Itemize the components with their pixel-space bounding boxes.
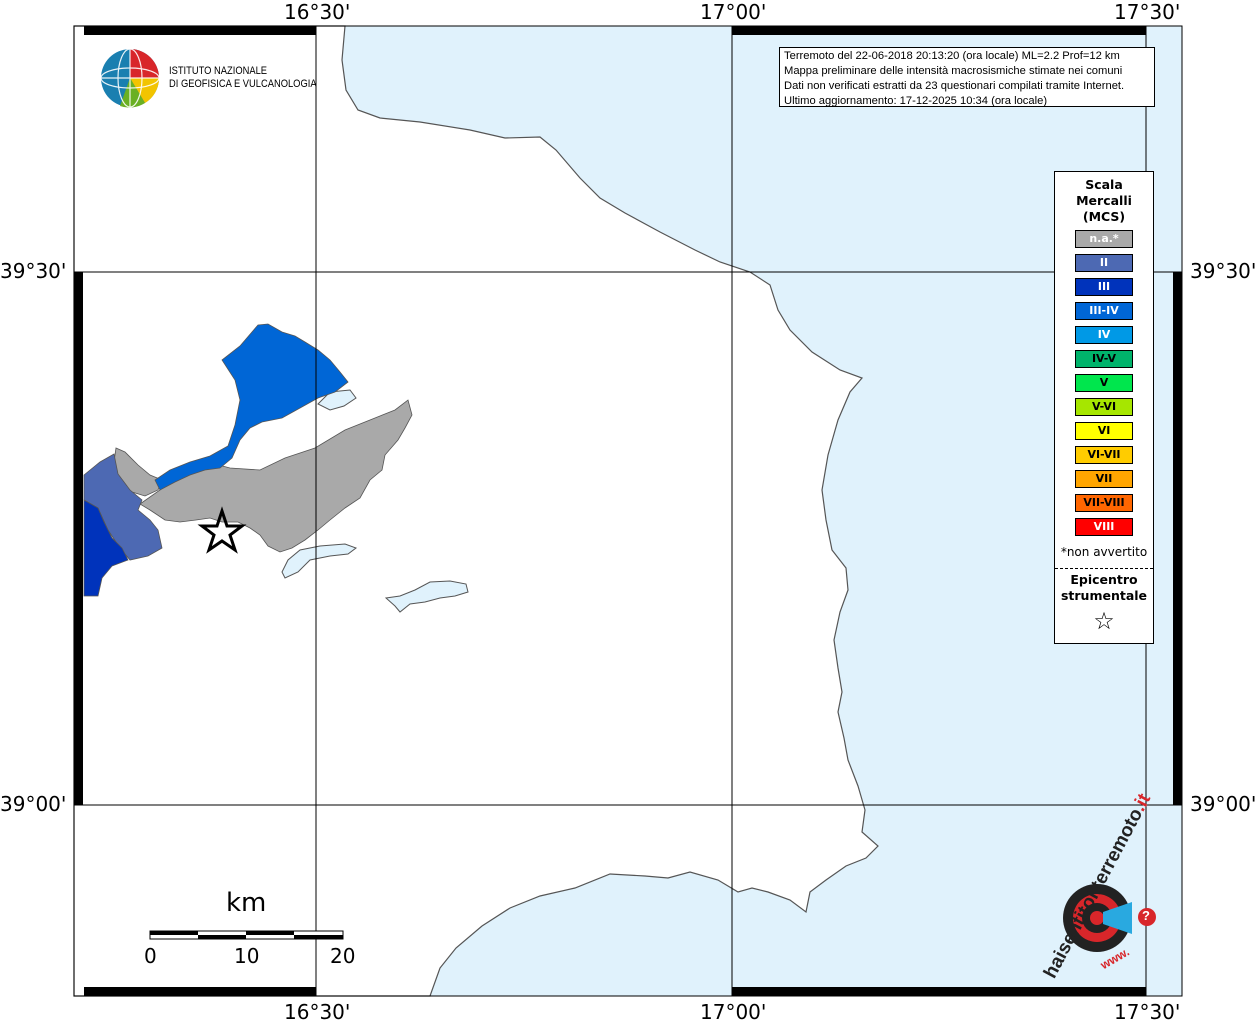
lake: [281, 543, 358, 579]
lon-label-bottom-3: 17°30': [1114, 1000, 1181, 1024]
municipality-iii: [83, 499, 129, 597]
ingv-globe-icon: [100, 48, 160, 108]
hsit-logo-question: ?: [1142, 908, 1150, 923]
legend-swatch: III-IV: [1075, 302, 1133, 320]
legend-swatch: VIII: [1075, 518, 1133, 536]
legend-swatch: VI-VII: [1075, 446, 1133, 464]
legend-epicenter-line1: Epicentro: [1070, 572, 1138, 587]
legend-swatch: VI: [1075, 422, 1133, 440]
municipality-na: [139, 399, 413, 553]
scale-tick-20: 20: [330, 944, 356, 968]
legend-swatch: VII: [1075, 470, 1133, 488]
frame-border: [74, 26, 1182, 996]
legend-epicenter-star-icon: ☆: [1093, 607, 1115, 635]
scale-tick-10: 10: [234, 944, 260, 968]
ingv-logo-line1: ISTITUTO NAZIONALE: [169, 65, 268, 77]
legend-swatch: III: [1075, 278, 1133, 296]
info-line-1: Terremoto del 22-06-2018 20:13:20 (ora l…: [784, 50, 1120, 62]
lon-label-top-1: 16°30': [284, 0, 351, 24]
lon-label-top-3: 17°30': [1114, 0, 1181, 24]
ingv-logo-text: ISTITUTO NAZIONALE DI GEOFISICA E VULCAN…: [169, 65, 317, 91]
legend-epicenter-line2: strumentale: [1060, 588, 1148, 603]
legend-swatch: V-VI: [1075, 398, 1133, 416]
land-area: [73, 25, 879, 997]
scale-bar: [149, 930, 344, 940]
mcs-legend: Scala Mercalli (MCS) n.a.* II III III-IV IV I…: [1054, 171, 1154, 644]
legend-swatch: IV: [1075, 326, 1133, 344]
lake: [384, 580, 469, 613]
event-info-box: Terremoto del 22-06-2018 20:13:20 (ora l…: [779, 47, 1155, 107]
lat-label-right-2: 39°00': [1190, 792, 1256, 816]
scale-tick-0: 0: [144, 944, 157, 968]
info-line-2: Mappa preliminare delle intensità macros…: [784, 65, 1123, 77]
legend-swatch: V: [1075, 374, 1133, 392]
legend-title: Scala Mercalli (MCS): [1055, 177, 1153, 225]
legend-title-line2: Mercalli: [1076, 193, 1132, 208]
scale-unit: km: [226, 888, 267, 918]
lon-label-bottom-1: 16°30': [284, 1000, 351, 1024]
info-line-4: Ultimo aggiornamento: 17-12-2025 10:34 (…: [784, 95, 1048, 107]
lat-label-left-1: 39°30': [0, 259, 67, 283]
legend-swatch: VII-VIII: [1075, 494, 1133, 512]
legend-swatch: IV-V: [1075, 350, 1133, 368]
lon-label-top-2: 17°00': [700, 0, 767, 24]
legend-title-line3: (MCS): [1082, 209, 1126, 224]
lat-label-right-1: 39°30': [1190, 259, 1256, 283]
legend-na-note: *non avvertito: [1060, 545, 1148, 559]
epicenter-star: [197, 506, 247, 554]
lat-label-left-2: 39°00': [0, 792, 67, 816]
legend-epicenter-label: Epicentro strumentale: [1055, 572, 1153, 604]
municipality-iii-iv: [154, 323, 349, 491]
legend-swatch: II: [1075, 254, 1133, 272]
hsit-logo-icon: [1063, 884, 1156, 952]
lon-label-bottom-2: 17°00': [700, 1000, 767, 1024]
info-line-3: Dati non verificati estratti da 23 quest…: [784, 80, 1125, 92]
ingv-logo-line2: DI GEOFISICA E VULCANOLOGIA: [169, 78, 317, 90]
legend-title-line1: Scala: [1085, 177, 1123, 192]
legend-separator: [1055, 568, 1153, 569]
legend-swatch: n.a.*: [1075, 230, 1133, 248]
